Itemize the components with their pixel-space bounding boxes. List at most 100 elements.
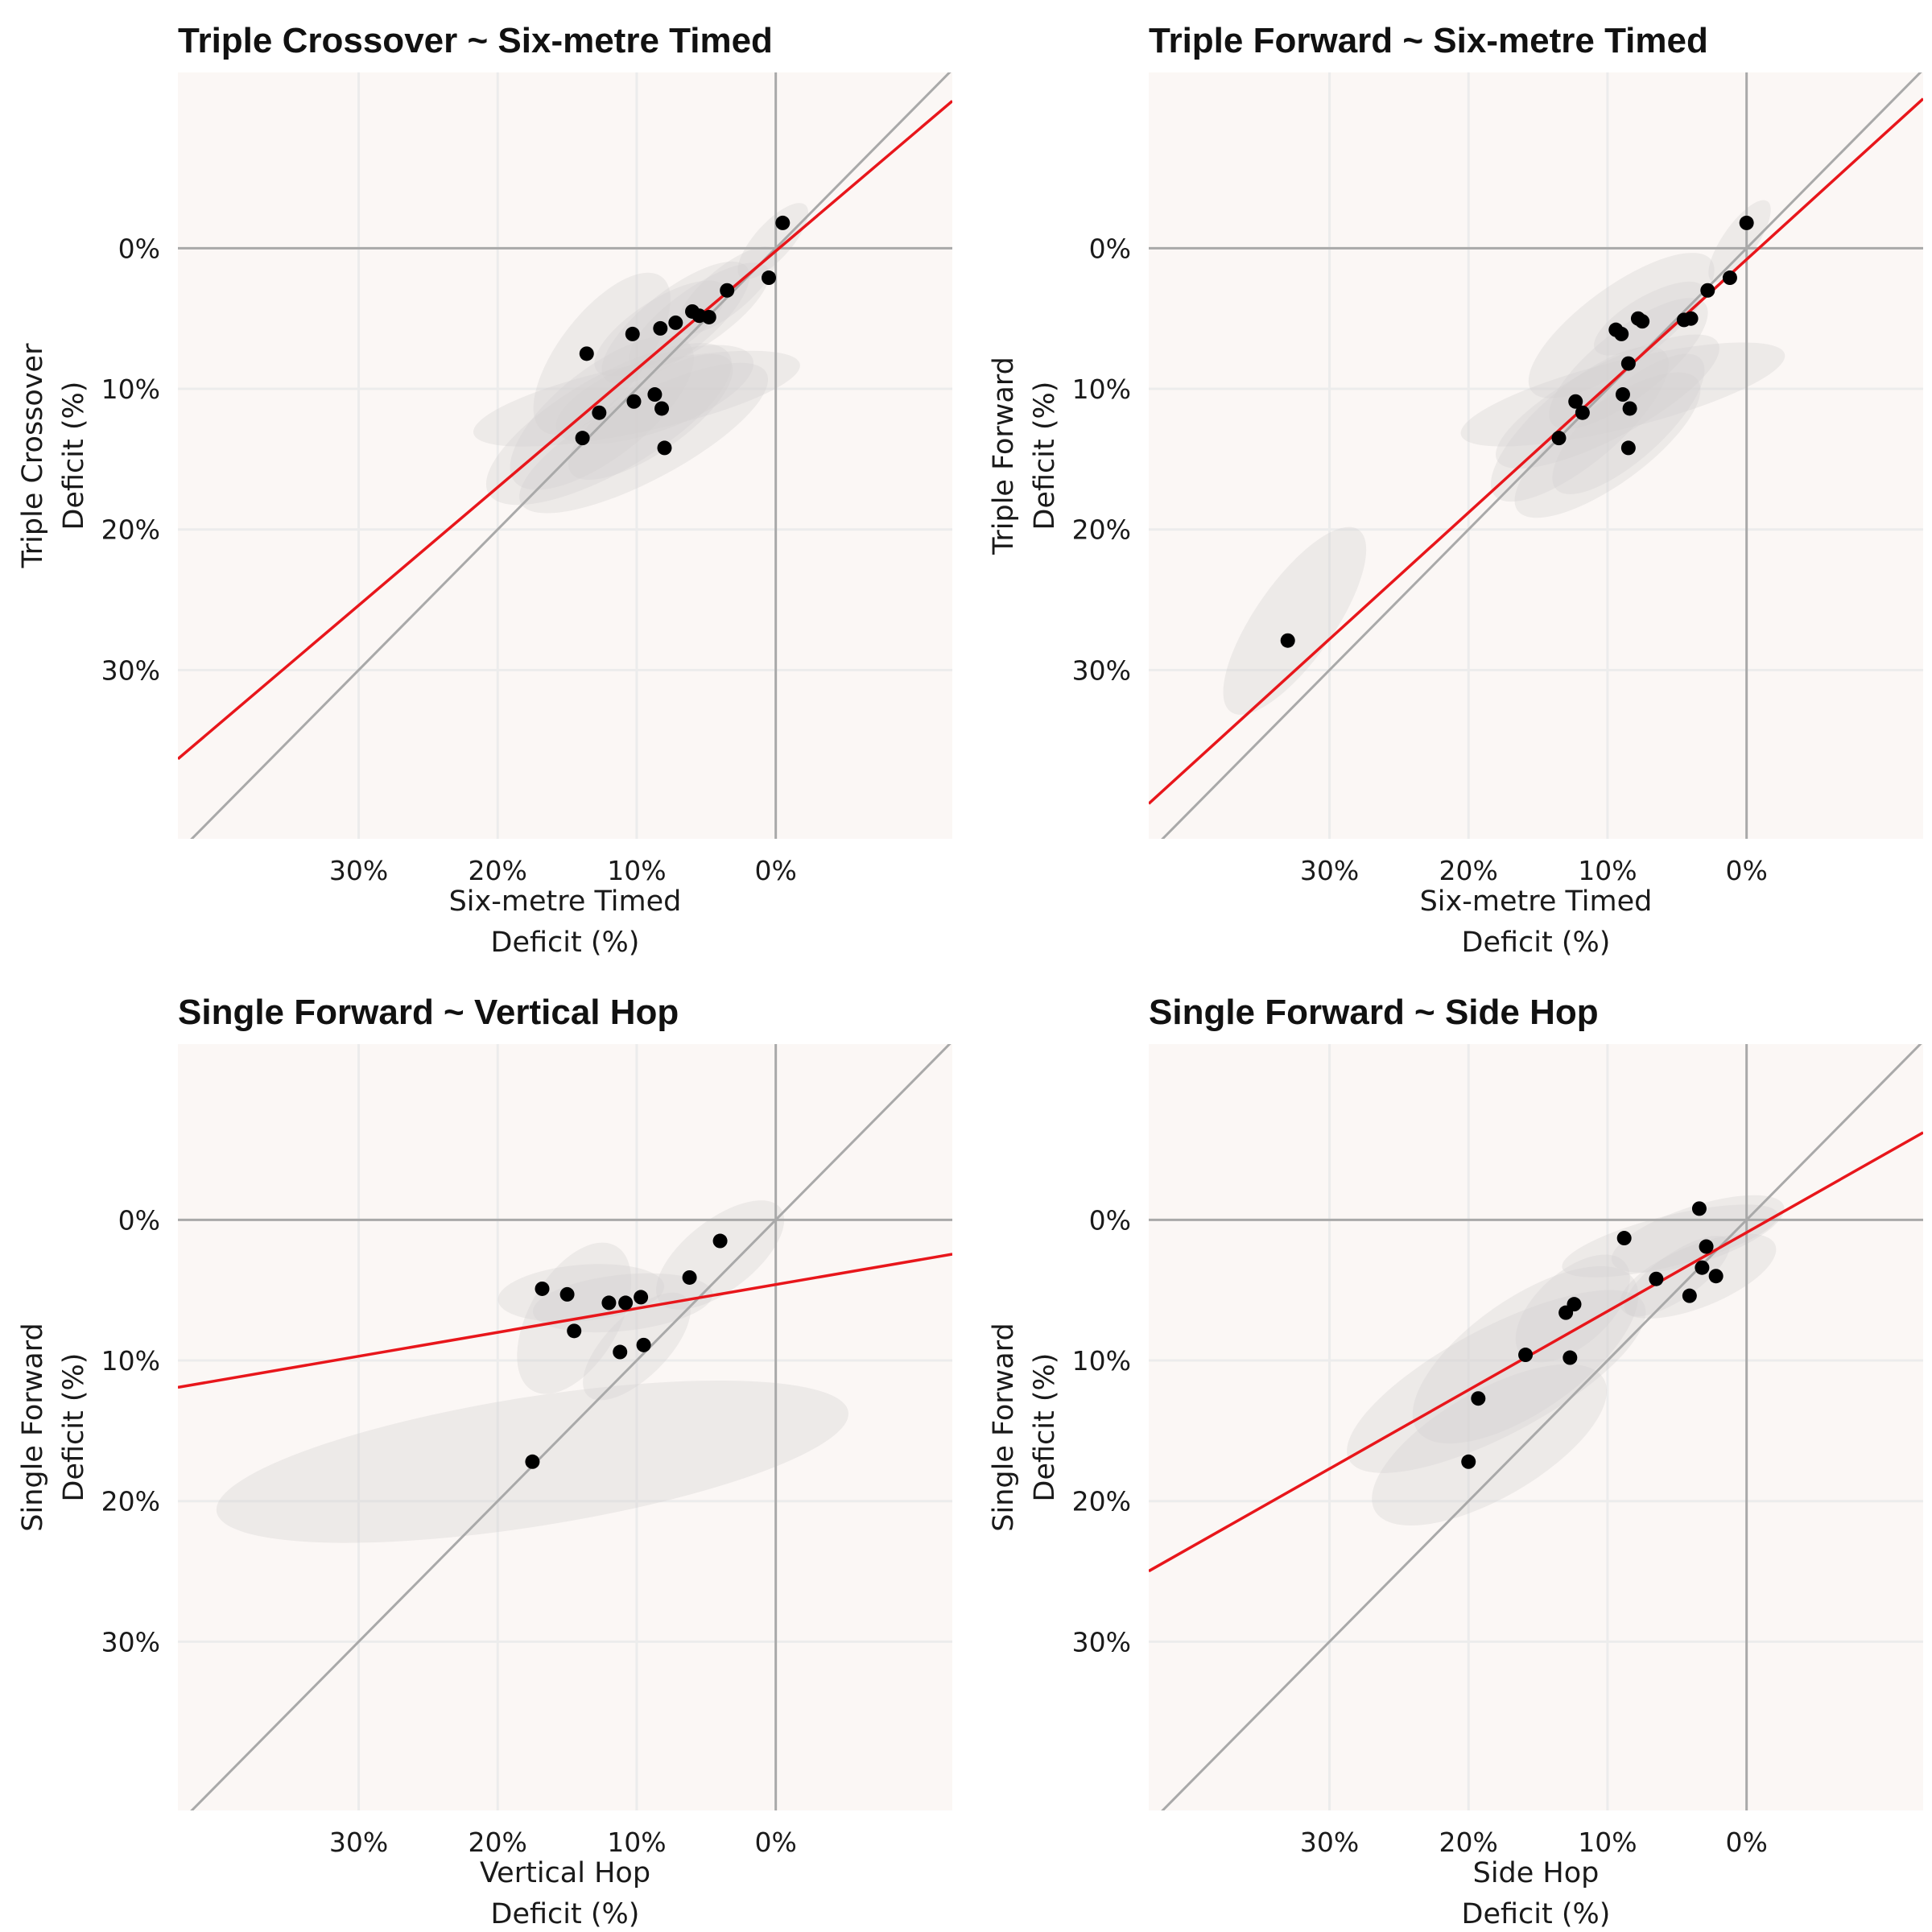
y-tick-label: 0% bbox=[1089, 1204, 1131, 1236]
confidence-ellipse bbox=[1552, 353, 1705, 494]
data-point bbox=[613, 1344, 628, 1360]
x-axis-label: Six-metre Timed bbox=[449, 886, 682, 918]
panel-3: Single Forward ~ Vertical Hop 30% 20% 10% 0%… bbox=[17, 993, 952, 1930]
data-point bbox=[625, 326, 640, 341]
confidence-ellipse bbox=[519, 362, 769, 514]
data-point bbox=[636, 1337, 651, 1352]
data-point bbox=[1630, 311, 1645, 326]
identity-line bbox=[190, 1044, 952, 1810]
y-tick-label: 20% bbox=[1072, 514, 1131, 546]
y-tick-label: 0% bbox=[1089, 233, 1131, 264]
y-tick-label: 30% bbox=[101, 1626, 160, 1657]
data-point bbox=[579, 346, 594, 361]
y-tick-label: 30% bbox=[1072, 654, 1131, 686]
data-point bbox=[634, 1290, 649, 1305]
data-point bbox=[1620, 440, 1636, 456]
confidence-ellipse bbox=[1620, 1233, 1777, 1319]
panel-title: Single Forward ~ Vertical Hop bbox=[178, 993, 679, 1032]
fit-line bbox=[178, 100, 952, 761]
y-tick-label: 0% bbox=[118, 1204, 160, 1236]
data-point bbox=[775, 215, 791, 230]
data-point bbox=[1676, 312, 1691, 328]
fit-line bbox=[1149, 1131, 1923, 1573]
x-tick-label: 20% bbox=[1439, 855, 1498, 886]
data-point bbox=[685, 303, 700, 319]
data-point bbox=[1558, 1305, 1574, 1320]
x-tick-label: 10% bbox=[1578, 855, 1637, 886]
data-point bbox=[567, 1323, 582, 1339]
data-point bbox=[618, 1295, 634, 1311]
data-point bbox=[1708, 1269, 1724, 1284]
data-point bbox=[535, 1281, 550, 1296]
data-point bbox=[1471, 1391, 1486, 1406]
x-tick-label: 0% bbox=[754, 855, 796, 886]
panel-4: Single Forward ~ Side Hop 30% 20% 10% 0% 0% 10… bbox=[988, 993, 1923, 1930]
data-point bbox=[712, 1233, 728, 1249]
data-point bbox=[559, 1286, 575, 1302]
data-point bbox=[601, 1295, 617, 1311]
x-tick-label: 10% bbox=[607, 855, 666, 886]
y-axis-label: Triple Crossover bbox=[17, 343, 49, 569]
panel-2: Triple Forward ~ Six-metre Timed 30% 20% 10… bbox=[988, 21, 1923, 959]
data-point bbox=[592, 405, 607, 420]
data-point bbox=[1739, 215, 1754, 230]
plot-area bbox=[1149, 1044, 1923, 1810]
x-axis-label: Deficit (%) bbox=[491, 1898, 640, 1930]
data-point bbox=[1461, 1454, 1476, 1469]
y-axis-label: Triple Forward bbox=[988, 357, 1020, 555]
confidence-ellipse bbox=[1514, 372, 1701, 518]
y-axis-label: Deficit (%) bbox=[1029, 382, 1061, 530]
x-tick-label: 0% bbox=[754, 1827, 796, 1858]
y-tick-label: 20% bbox=[101, 1486, 160, 1517]
data-point bbox=[1682, 1288, 1697, 1303]
x-axis-label: Vertical Hop bbox=[480, 1857, 650, 1889]
x-tick-label: 30% bbox=[1300, 855, 1359, 886]
data-point bbox=[654, 401, 670, 416]
confidence-ellipse bbox=[1611, 1195, 1785, 1273]
data-point bbox=[1620, 356, 1636, 371]
plot-area bbox=[1149, 72, 1923, 839]
x-axis-label: Six-metre Timed bbox=[1420, 886, 1653, 918]
data-point bbox=[1616, 1231, 1632, 1246]
x-tick-label: 0% bbox=[1725, 855, 1767, 886]
data-point bbox=[720, 283, 735, 298]
data-point bbox=[1615, 387, 1630, 402]
x-tick-label: 10% bbox=[1578, 1827, 1637, 1858]
y-tick-label: 10% bbox=[1072, 1345, 1131, 1377]
x-tick-label: 20% bbox=[469, 1827, 527, 1858]
x-axis-label: Deficit (%) bbox=[1462, 1898, 1611, 1930]
confidence-ellipse bbox=[1223, 526, 1367, 715]
data-point bbox=[1722, 270, 1737, 286]
y-tick-label: 20% bbox=[101, 514, 160, 546]
y-tick-label: 10% bbox=[101, 1345, 160, 1377]
data-point bbox=[657, 440, 672, 456]
panel-title: Triple Forward ~ Six-metre Timed bbox=[1149, 21, 1708, 60]
data-point bbox=[1575, 405, 1590, 420]
panel-title: Single Forward ~ Side Hop bbox=[1149, 993, 1599, 1032]
data-point bbox=[762, 270, 777, 286]
data-point bbox=[1280, 633, 1295, 648]
panel-1: Triple Crossover ~ Six-metre Timed 30% 20%… bbox=[17, 21, 952, 959]
data-point bbox=[1699, 1239, 1714, 1254]
x-tick-label: 30% bbox=[1300, 1827, 1359, 1858]
data-point bbox=[653, 320, 668, 336]
x-tick-label: 30% bbox=[329, 1827, 388, 1858]
y-tick-label: 10% bbox=[101, 374, 160, 405]
data-point bbox=[1568, 394, 1583, 409]
data-point bbox=[668, 315, 683, 330]
x-tick-label: 10% bbox=[607, 1827, 666, 1858]
data-point bbox=[1551, 431, 1567, 446]
fit-line bbox=[178, 1253, 952, 1389]
y-axis-label: Single Forward bbox=[17, 1323, 49, 1531]
data-point bbox=[647, 387, 663, 402]
confidence-ellipse bbox=[1347, 1290, 1646, 1473]
x-axis-label: Deficit (%) bbox=[1462, 927, 1611, 959]
confidence-ellipse bbox=[1708, 200, 1771, 283]
x-tick-label: 30% bbox=[329, 855, 388, 886]
data-point bbox=[575, 431, 590, 446]
confidence-ellipse bbox=[533, 272, 671, 435]
data-point bbox=[1563, 1350, 1578, 1365]
identity-line bbox=[1161, 72, 1922, 839]
data-point bbox=[1695, 1260, 1710, 1275]
